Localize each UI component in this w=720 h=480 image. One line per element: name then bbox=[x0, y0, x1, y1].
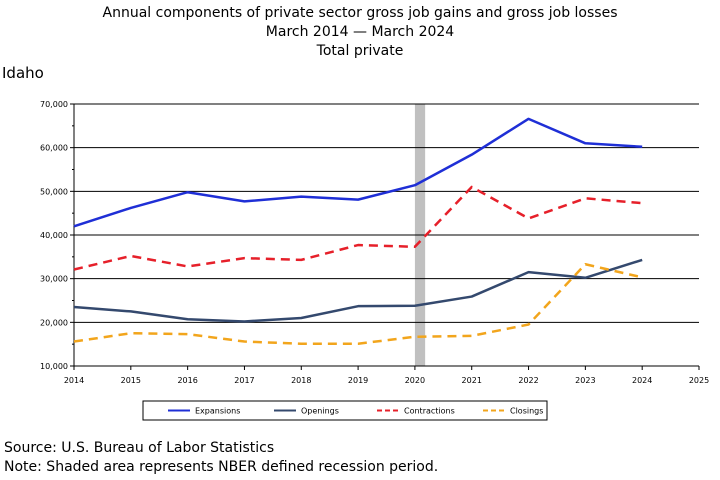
y-tick-label: 10,000 bbox=[40, 362, 68, 371]
legend-label-openings: Openings bbox=[301, 407, 339, 416]
region-label: Idaho bbox=[2, 64, 44, 82]
x-tick-label: 2024 bbox=[632, 376, 652, 385]
source-note: Source: U.S. Bureau of Labor Statistics bbox=[4, 440, 275, 456]
legend-box bbox=[142, 400, 548, 421]
x-tick-label: 2021 bbox=[462, 376, 482, 385]
chart-title-block: Annual components of private sector gros… bbox=[0, 4, 720, 61]
x-tick-label: 2019 bbox=[348, 376, 368, 385]
y-tick-label: 50,000 bbox=[40, 187, 68, 196]
y-tick-label: 30,000 bbox=[40, 275, 68, 284]
y-tick-label: 20,000 bbox=[40, 318, 68, 327]
x-tick-label: 2020 bbox=[405, 376, 425, 385]
series-line-openings bbox=[73, 258, 643, 323]
x-tick-label: 2018 bbox=[291, 376, 311, 385]
y-tick-label: 70,000 bbox=[40, 100, 68, 109]
series-line-contractions bbox=[73, 185, 643, 271]
x-tick-label: 2014 bbox=[64, 376, 84, 385]
x-tick-label: 2025 bbox=[689, 376, 709, 385]
x-tick-label: 2015 bbox=[121, 376, 141, 385]
chart-subtitle-2: Total private bbox=[316, 43, 404, 59]
legend-label-contractions: Contractions bbox=[404, 407, 455, 416]
series-line-expansions bbox=[73, 117, 643, 228]
x-tick-label: 2023 bbox=[575, 376, 595, 385]
legend-label-closings: Closings bbox=[510, 407, 543, 416]
legend-label-expansions: Expansions bbox=[195, 407, 240, 416]
y-tick-label: 40,000 bbox=[40, 231, 68, 240]
series-line-closings bbox=[73, 263, 643, 345]
chart-title: Annual components of private sector gros… bbox=[102, 5, 618, 21]
y-tick-label: 60,000 bbox=[40, 144, 68, 153]
chart-subtitle: March 2014 — March 2024 bbox=[265, 24, 455, 40]
x-tick-label: 2017 bbox=[234, 376, 254, 385]
recession-note: Note: Shaded area represents NBER define… bbox=[4, 459, 439, 475]
x-tick-label: 2016 bbox=[177, 376, 197, 385]
x-tick-label: 2022 bbox=[518, 376, 538, 385]
